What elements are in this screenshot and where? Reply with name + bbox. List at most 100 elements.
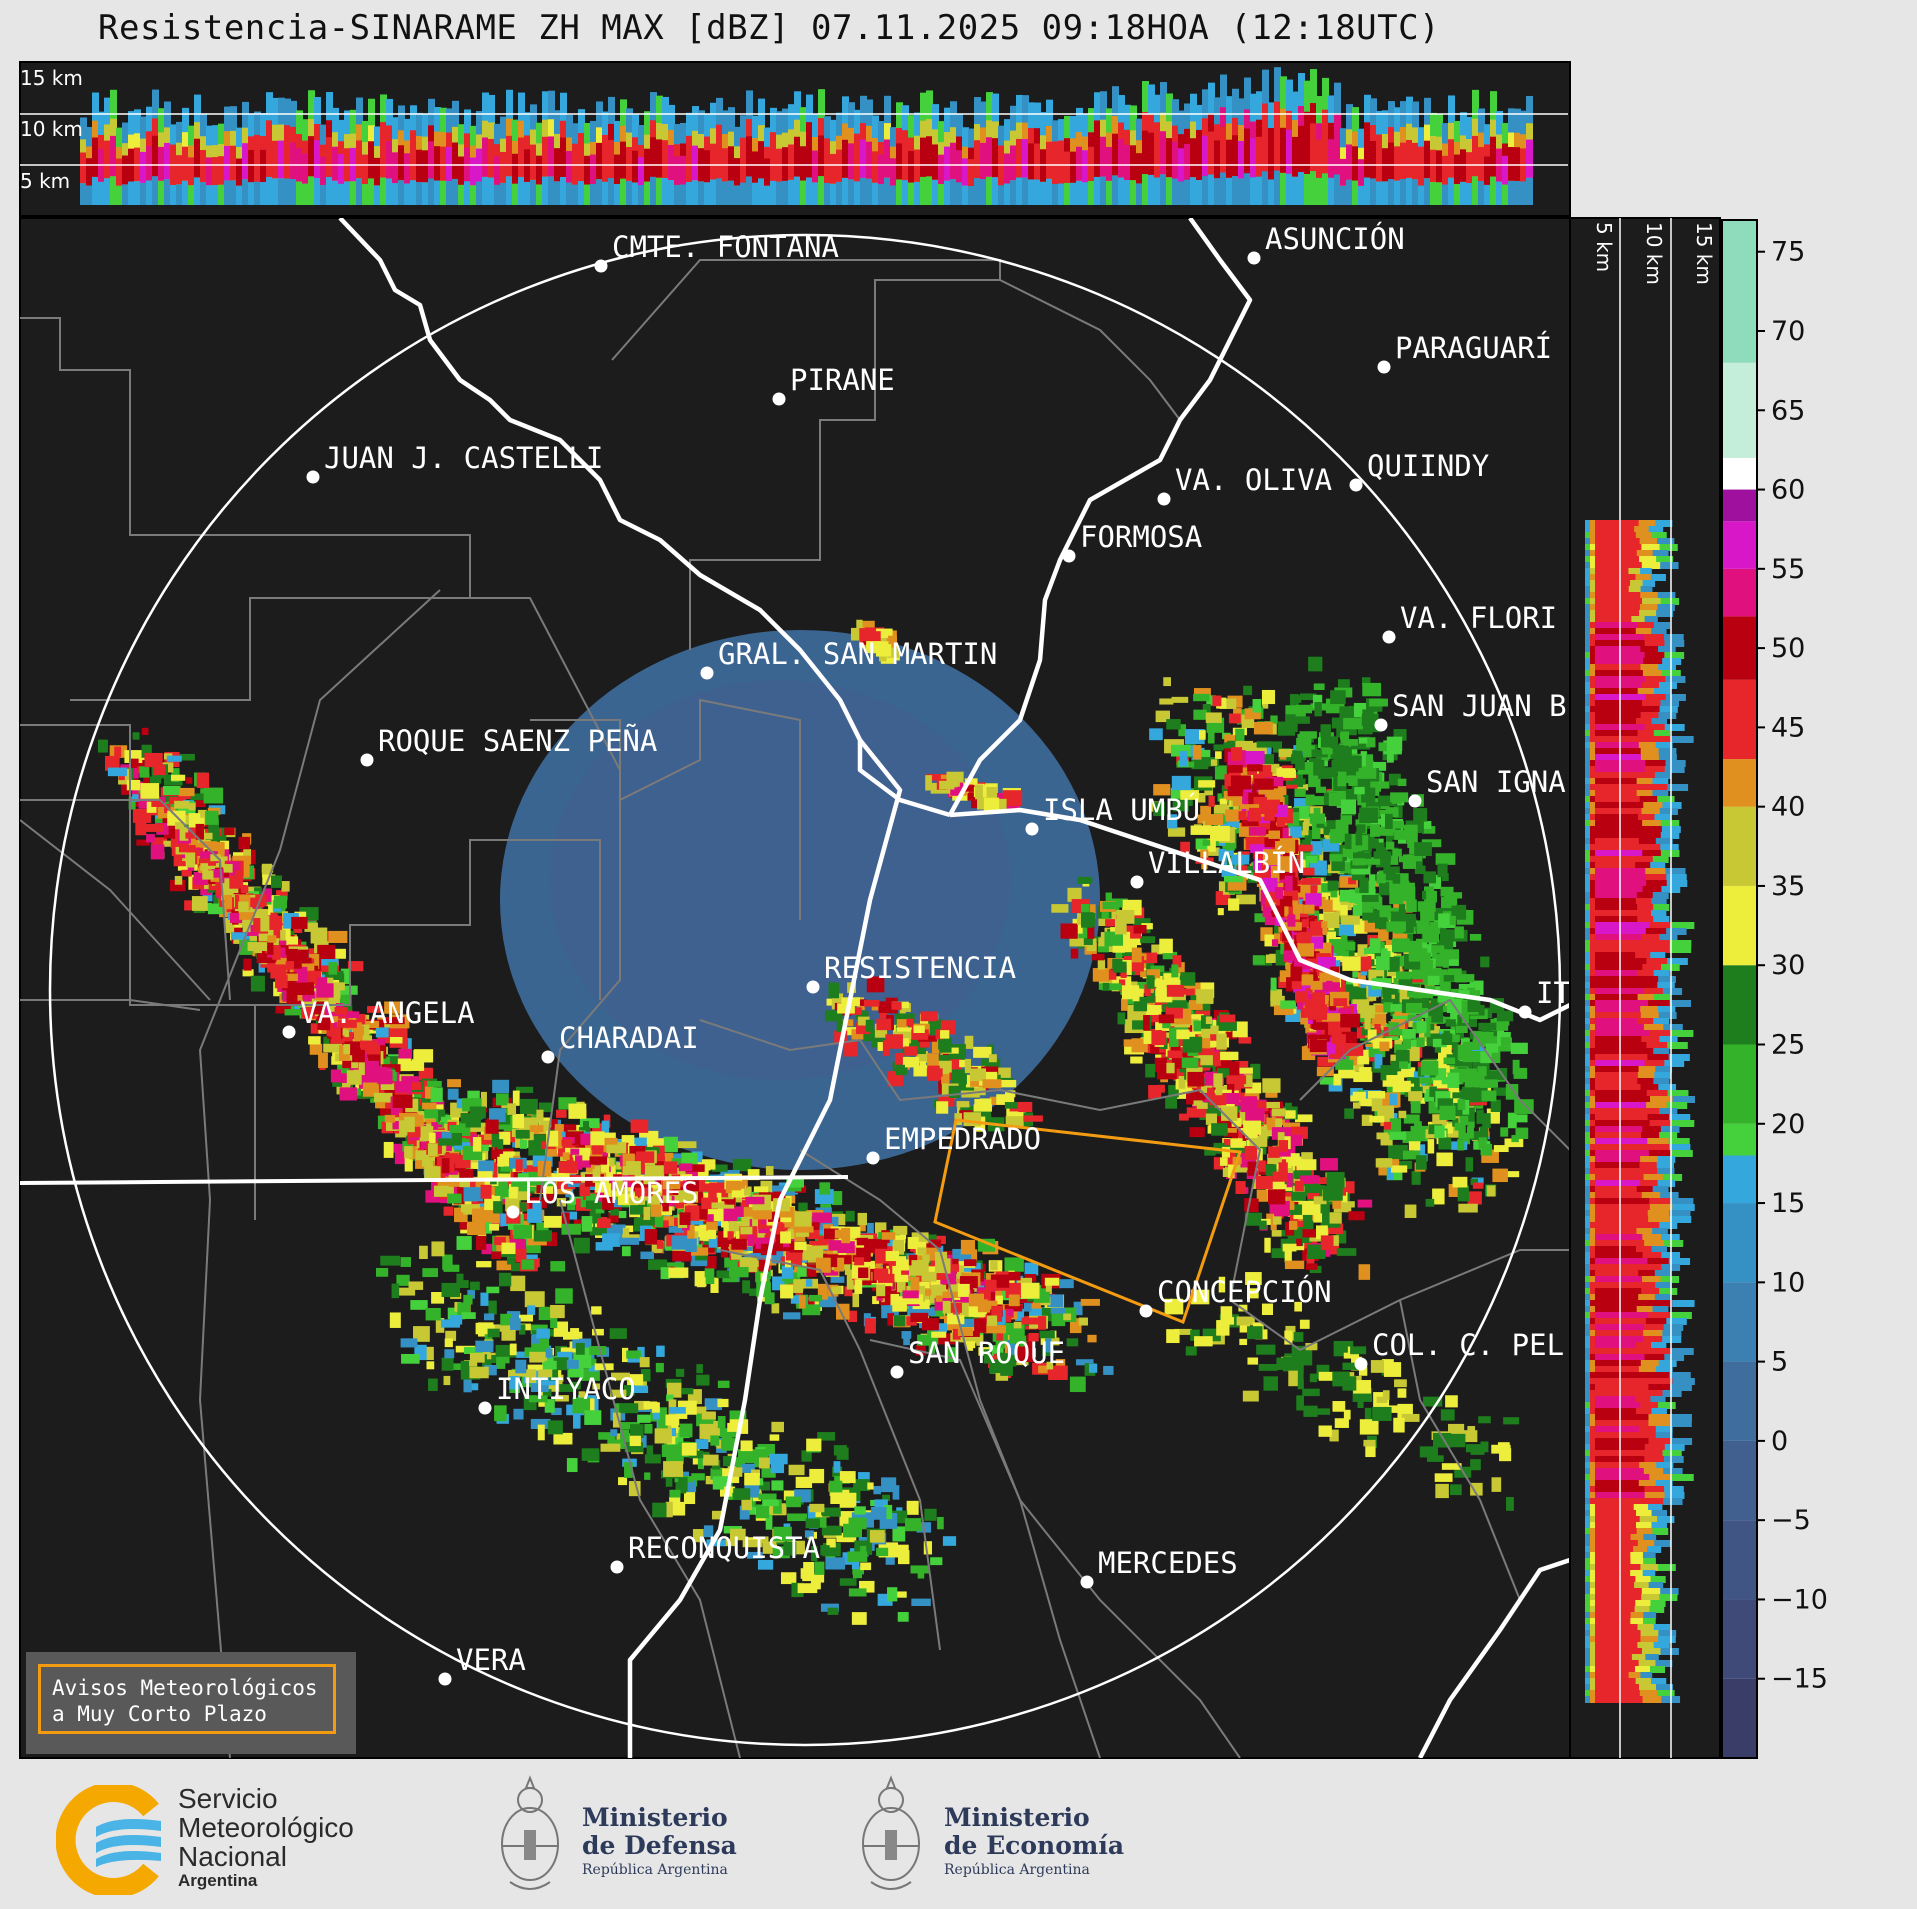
echo-cell <box>669 1496 681 1510</box>
echo-cell <box>1304 829 1313 844</box>
profile-core <box>614 154 621 184</box>
echo-cell <box>1195 792 1206 803</box>
echo-cell <box>1210 825 1230 842</box>
echo-cell <box>515 1086 534 1093</box>
echo-cell <box>1383 1122 1391 1130</box>
echo-cell <box>650 1204 662 1217</box>
echo-cell <box>1313 1022 1331 1030</box>
echo-cell <box>392 1094 413 1108</box>
echo-cell <box>215 879 222 896</box>
echo-cell <box>1344 941 1356 951</box>
echo-cell <box>1228 713 1241 724</box>
echo-cell <box>1193 709 1207 720</box>
echo-cell <box>335 993 352 1005</box>
profile-core <box>956 150 963 183</box>
radar-figure: 15 km 10 km 5 km <box>19 61 1828 1759</box>
echo-cell <box>1235 728 1245 743</box>
profile-core <box>470 157 477 186</box>
echo-cell <box>469 1106 486 1119</box>
profile-core <box>620 141 627 179</box>
echo-cell <box>727 1422 738 1432</box>
echo-cell <box>652 1502 667 1518</box>
echo-cell <box>185 832 195 839</box>
echo-cell <box>546 1172 555 1181</box>
echo-cell <box>1243 685 1253 696</box>
echo-cell <box>409 1146 417 1160</box>
echo-cell <box>441 1131 454 1140</box>
echo-cell <box>1394 1044 1407 1054</box>
echo-cell <box>478 1145 489 1160</box>
echo-cell <box>665 1414 680 1426</box>
echo-cell <box>1295 844 1313 852</box>
echo-cell <box>935 1258 951 1274</box>
echo-cell <box>1045 1283 1052 1295</box>
echo-cell <box>1197 814 1209 824</box>
echo-cell <box>494 1405 507 1422</box>
echo-cell <box>740 1440 753 1452</box>
profile-core <box>866 141 873 179</box>
profile-core <box>1328 139 1335 178</box>
echo-cell <box>644 1454 661 1464</box>
echo-cell <box>410 1300 428 1310</box>
echo-cell <box>422 1268 439 1278</box>
echo-cell <box>1321 1013 1341 1022</box>
echo-cell <box>250 975 265 992</box>
profile-core <box>1034 143 1041 180</box>
echo-cell <box>1276 786 1287 796</box>
echo-cell <box>480 1091 487 1108</box>
echo-cell <box>1374 1024 1381 1034</box>
profile-core <box>416 149 423 182</box>
echo-cell <box>852 1566 865 1575</box>
echo-cell <box>697 1453 705 1470</box>
echo-cell <box>725 1538 738 1547</box>
echo-cell <box>864 1238 876 1253</box>
echo-cell <box>1270 866 1280 882</box>
profile-core <box>1394 146 1401 181</box>
profile-core <box>932 144 939 180</box>
echo-cell <box>1311 823 1321 840</box>
echo-cell <box>902 1290 919 1299</box>
echo-cell <box>289 936 299 949</box>
echo-cell <box>744 1207 755 1217</box>
echo-cell <box>375 1267 389 1277</box>
echo-cell <box>1190 825 1211 835</box>
echo-cell <box>363 1020 380 1029</box>
echo-cell <box>247 903 260 912</box>
echo-cell <box>662 1201 669 1212</box>
echo-cell <box>581 1368 600 1381</box>
profile-core <box>1160 131 1167 175</box>
profile-core <box>362 154 369 184</box>
echo-cell <box>619 1237 640 1245</box>
echo-cell <box>519 1314 534 1322</box>
echo-cell <box>703 1525 714 1538</box>
echo-cell <box>430 1087 443 1103</box>
echo-cell <box>663 1136 678 1153</box>
echo-cell <box>1465 1157 1474 1172</box>
echo-cell <box>1292 904 1304 914</box>
echo-cell <box>343 1044 351 1055</box>
echo-cell <box>1457 1139 1465 1151</box>
echo-cell <box>1219 798 1228 805</box>
echo-cell <box>1464 1107 1475 1123</box>
echo-cell <box>398 1048 412 1061</box>
echo-cell <box>821 1508 828 1516</box>
echo-cell <box>499 1348 517 1358</box>
echo-cell <box>711 1202 725 1209</box>
echo-cell <box>611 1372 630 1381</box>
echo-cell <box>396 1109 407 1117</box>
echo-cell <box>527 1305 536 1316</box>
echo-cell <box>1183 745 1200 757</box>
echo-cell <box>431 1122 438 1130</box>
profile-core <box>824 151 831 183</box>
echo-cell <box>669 1489 681 1498</box>
echo-cell <box>1244 708 1261 720</box>
echo-cell <box>331 1027 341 1044</box>
echo-cell <box>558 1161 578 1174</box>
echo-cell <box>493 1201 503 1214</box>
echo-cell <box>844 1265 859 1275</box>
echo-cell <box>829 1480 843 1493</box>
profile-core <box>224 145 231 181</box>
echo-cell <box>666 1394 674 1402</box>
echo-cell <box>261 863 273 878</box>
profile-core <box>242 143 249 180</box>
